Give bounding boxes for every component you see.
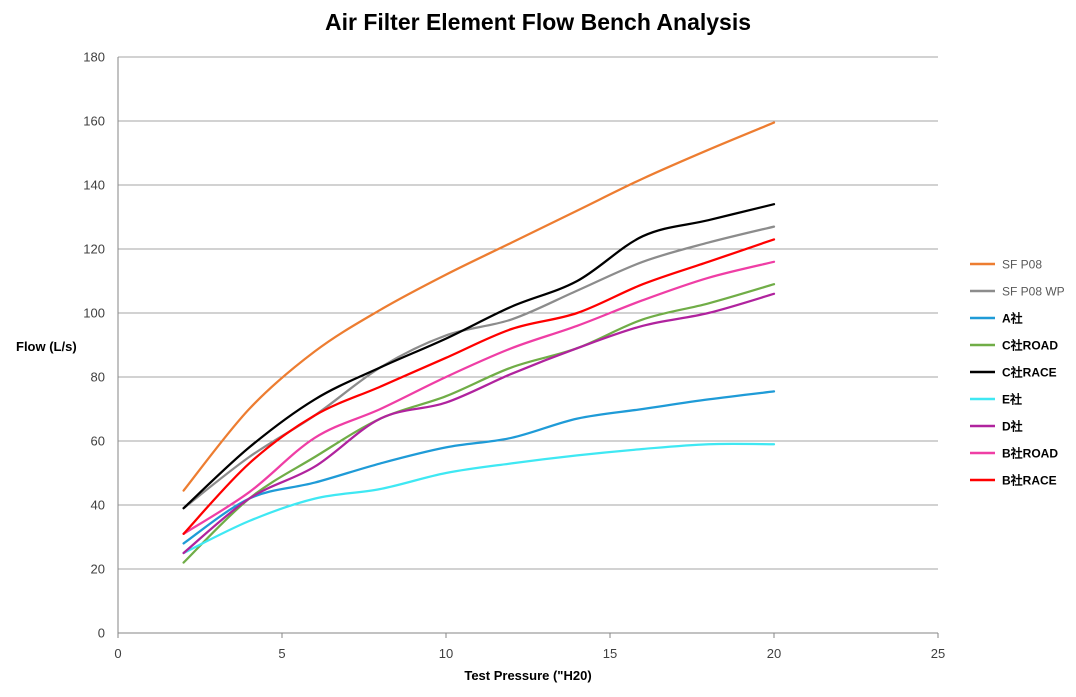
gridlines: [118, 56, 938, 570]
legend-item: C社ROAD: [970, 338, 1058, 353]
legend-label: SF P08: [1002, 258, 1042, 272]
legend: SF P08 SF P08 WP A社 C社ROAD C社RACE E社 D社 B社ROAD B…: [970, 258, 1065, 488]
series-0-line: [182, 121, 776, 492]
y-tick-label: 140: [83, 178, 105, 193]
series-5-line: [182, 442, 776, 555]
series-lines: [182, 121, 776, 564]
legend-label: C社ROAD: [1002, 338, 1058, 353]
series-2-line: [182, 390, 776, 545]
legend-item: E社: [970, 392, 1022, 407]
x-tick-label: 20: [767, 646, 781, 661]
legend-label: D社: [1002, 419, 1023, 434]
series-4-line: [182, 203, 776, 510]
x-tick-label: 15: [603, 646, 617, 661]
y-axis-title: Flow (L/s): [16, 339, 77, 354]
legend-label: B社RACE: [1002, 473, 1057, 488]
y-tick-label: 60: [91, 434, 105, 449]
x-axis-title: Test Pressure ("H20): [464, 668, 591, 683]
legend-item: C社RACE: [970, 365, 1057, 380]
series-1-line: [182, 225, 776, 510]
series-8-line: [182, 238, 776, 535]
legend-label: SF P08 WP: [1002, 285, 1065, 299]
y-tick-label: 120: [83, 242, 105, 257]
legend-item: B社ROAD: [970, 446, 1058, 461]
legend-item: SF P08: [970, 258, 1042, 272]
axes: 0 20 40 60 80 100 120 140 160 180 0 5 10 15 20 25: [83, 50, 945, 662]
y-tick-label: 100: [83, 306, 105, 321]
series-6-line: [182, 292, 776, 555]
x-tick-label: 0: [114, 646, 121, 661]
y-tick-label: 20: [91, 562, 105, 577]
x-tick-label: 25: [931, 646, 945, 661]
chart-title: Air Filter Element Flow Bench Analysis: [324, 9, 752, 35]
y-tick-label: 40: [91, 498, 105, 513]
y-tick-label: 180: [83, 50, 105, 65]
y-tick-label: 160: [83, 114, 105, 129]
legend-label: B社ROAD: [1002, 446, 1058, 461]
y-tick-label: 0: [98, 626, 105, 641]
series-3-line: [182, 283, 776, 564]
legend-label: A社: [1002, 311, 1023, 326]
y-tick-label: 80: [91, 370, 105, 385]
legend-label: E社: [1002, 392, 1022, 407]
x-tick-label: 5: [278, 646, 285, 661]
x-tick-label: 10: [439, 646, 453, 661]
legend-item: SF P08 WP: [970, 285, 1065, 299]
legend-label: C社RACE: [1002, 365, 1057, 380]
legend-item: A社: [970, 311, 1023, 326]
legend-item: B社RACE: [970, 473, 1057, 488]
series-7-line: [182, 260, 776, 535]
legend-item: D社: [970, 419, 1023, 434]
